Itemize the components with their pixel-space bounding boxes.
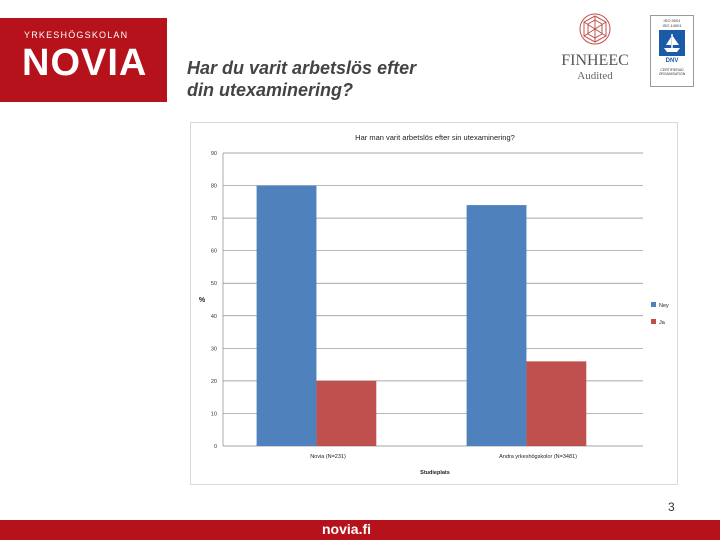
footer-url: novia.fi xyxy=(322,521,372,537)
y-tick-label: 70 xyxy=(211,216,217,222)
logo-big-text: NOVIA xyxy=(22,42,148,84)
bar-chart: Har man varit arbetslös efter sin utexam… xyxy=(190,122,678,485)
y-axis-label: % xyxy=(199,297,206,304)
y-tick-label: 10 xyxy=(211,411,217,417)
dnv-iso-line-1: ISO 9001 xyxy=(663,18,681,23)
y-tick-label: 80 xyxy=(211,184,217,190)
chart-title: Har man varit arbetslös efter sin utexam… xyxy=(355,133,515,142)
legend-label-ja: Ja xyxy=(659,320,666,326)
dnv-cert-line-2: ORGANISATION xyxy=(658,72,686,76)
finheec-badge: FINHEEC Audited xyxy=(556,12,634,92)
dnv-cert-line-1: CERTIFIERAD xyxy=(660,68,684,72)
slide-title-line-1: Har du varit arbetslös efter xyxy=(187,58,417,78)
x-axis-label: Studieplats xyxy=(420,470,450,476)
bar-ja-1 xyxy=(526,361,587,446)
dnv-text: DNV xyxy=(665,58,679,64)
y-tick-label: 90 xyxy=(211,151,217,157)
dnv-iso-line-2: ISO 14001 xyxy=(662,23,682,28)
bar-chart-svg: Har man varit arbetslös efter sin utexam… xyxy=(199,133,669,476)
slide-title: Har du varit arbetslös efter din utexami… xyxy=(187,57,527,101)
dnv-ship-icon xyxy=(659,30,685,56)
logo-small-text: YRKESHÖGSKOLAN xyxy=(24,30,129,40)
bar-ney-0 xyxy=(256,185,317,447)
finheec-emblem-icon xyxy=(579,13,611,45)
legend-swatch-ja xyxy=(651,319,656,324)
y-tick-label: 20 xyxy=(211,379,217,385)
dnv-certification-badge: ISO 9001 ISO 14001 DNV CERTIFIERAD ORGAN… xyxy=(650,15,694,87)
slide-title-line-2: din utexaminering? xyxy=(187,80,354,100)
bar-ja-0 xyxy=(316,380,377,446)
y-tick-label: 60 xyxy=(211,249,217,255)
dnv-cert-text: CERTIFIERAD ORGANISATION xyxy=(651,68,693,76)
y-tick-label: 30 xyxy=(211,346,217,352)
x-tick-label: Andra yrkeshögskolor (N=3481) xyxy=(499,454,577,460)
finheec-name: FINHEEC xyxy=(561,52,629,69)
x-tick-label: Novia (N=231) xyxy=(310,454,346,460)
page-number: 3 xyxy=(668,500,675,514)
y-tick-label: 40 xyxy=(211,314,217,320)
legend-label-ney: Ney xyxy=(659,303,669,309)
dnv-iso-text: ISO 9001 ISO 14001 xyxy=(651,18,693,28)
novia-logo: YRKESHÖGSKOLAN NOVIA xyxy=(0,18,167,102)
finheec-sub: Audited xyxy=(577,70,613,82)
bar-ney-1 xyxy=(466,205,527,446)
y-tick-label: 0 xyxy=(214,444,217,450)
legend-swatch-ney xyxy=(651,302,656,307)
footer-bar: novia.fi xyxy=(0,520,720,540)
y-tick-label: 50 xyxy=(211,281,217,287)
